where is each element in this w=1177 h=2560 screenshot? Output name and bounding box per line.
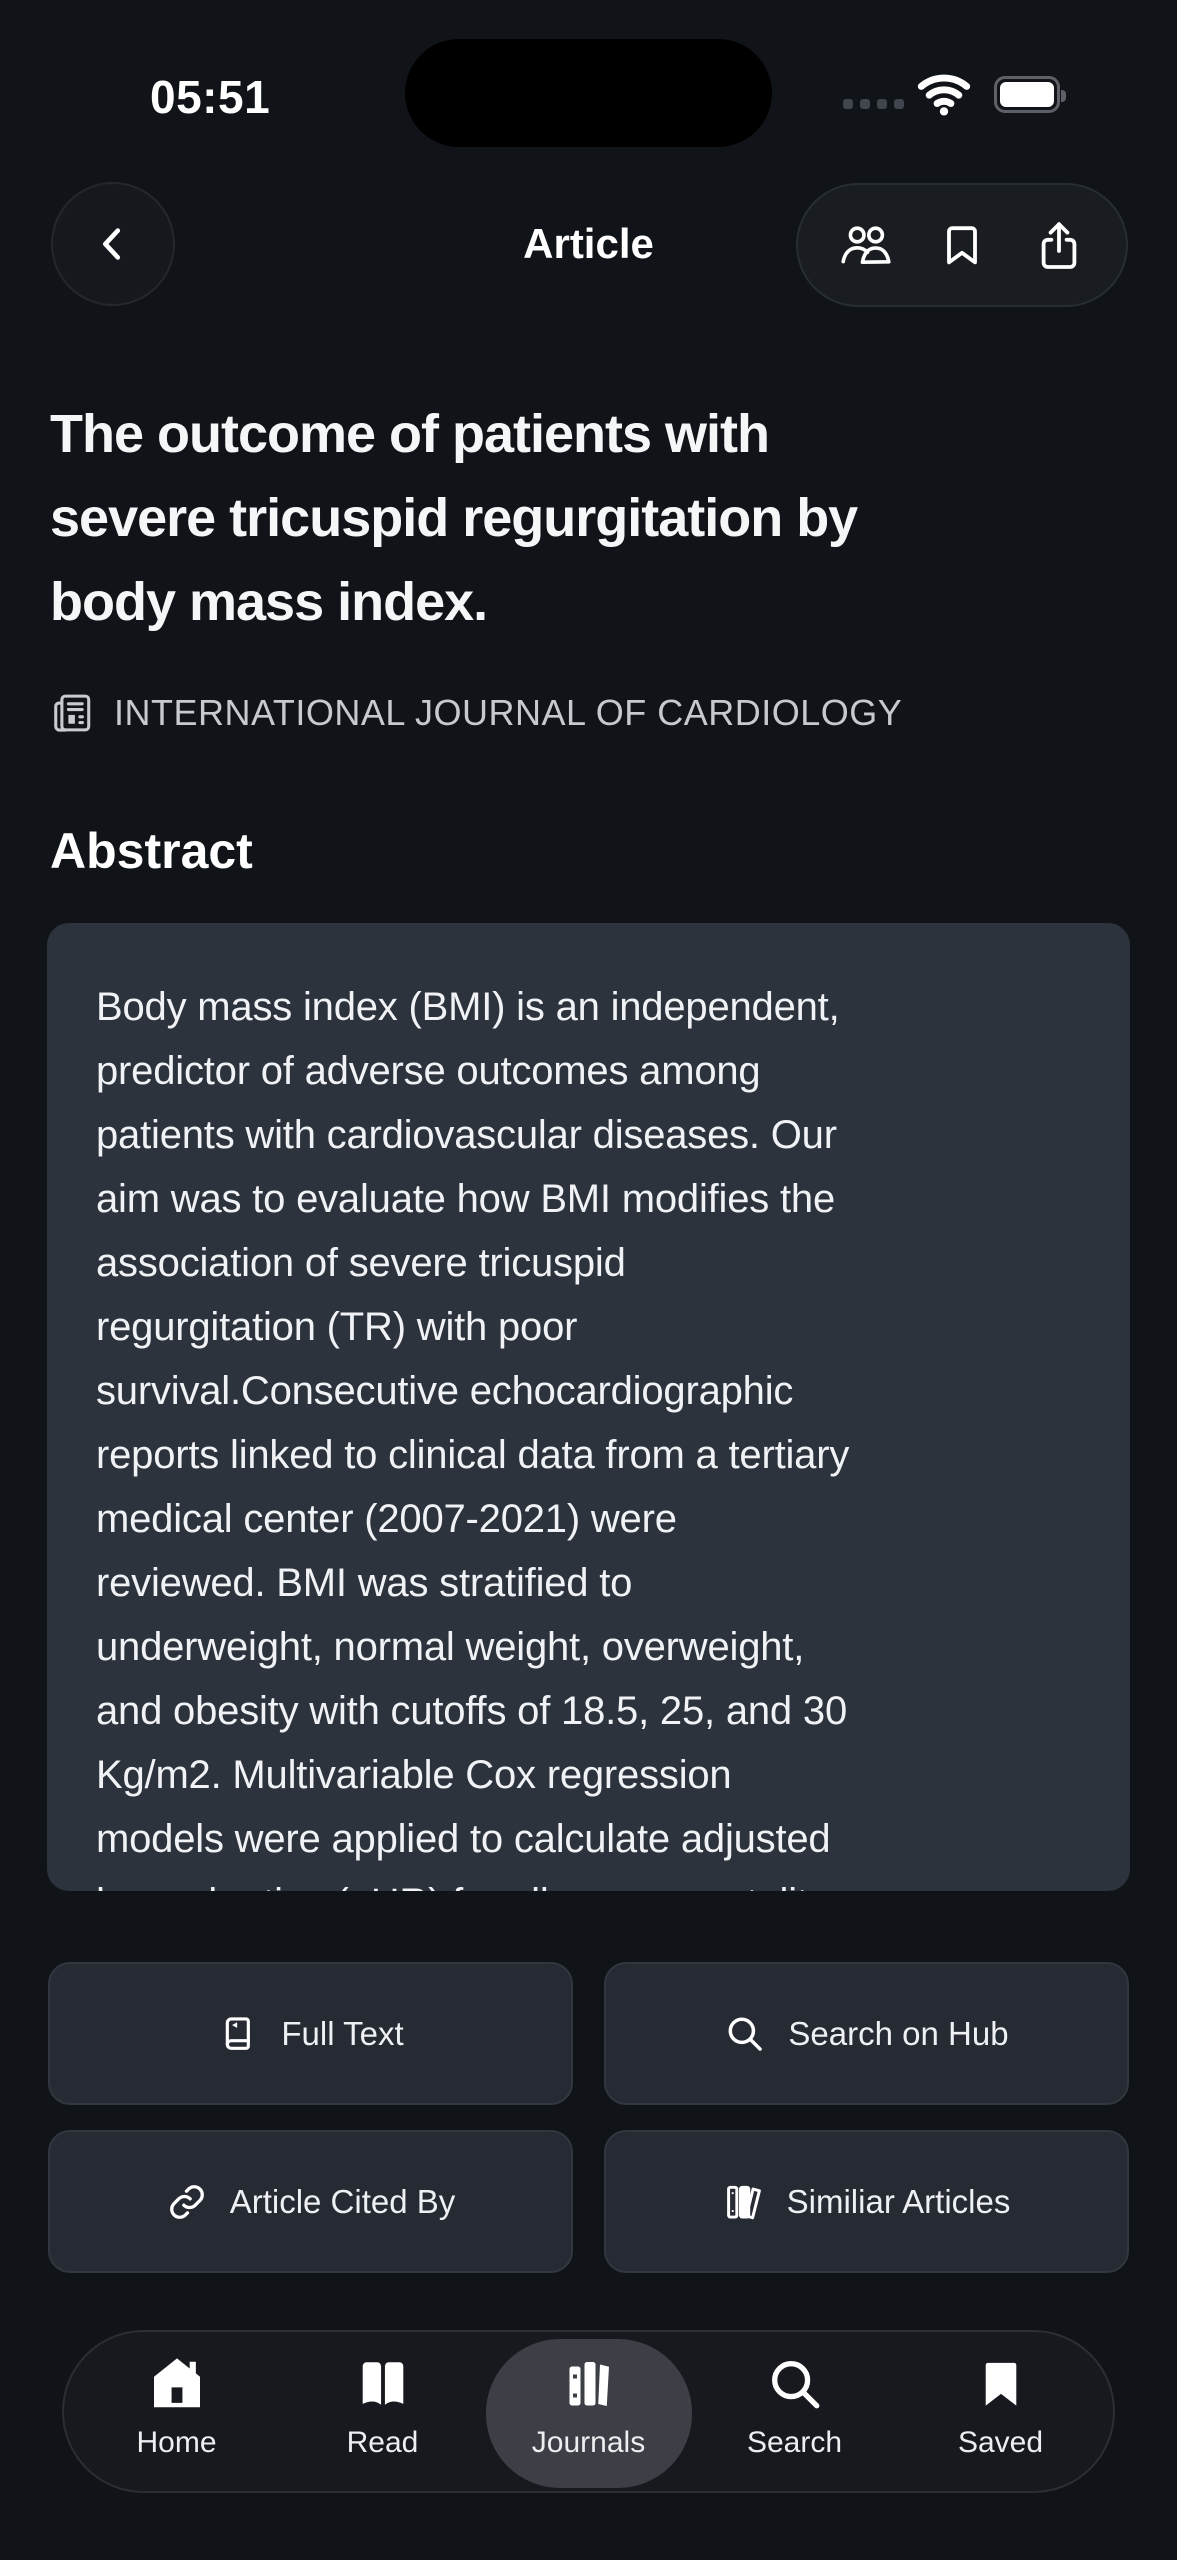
chevron-left-icon xyxy=(90,221,136,267)
link-icon xyxy=(166,2181,208,2223)
tab-read[interactable]: Read xyxy=(280,2339,486,2488)
tab-home[interactable]: Home xyxy=(74,2339,280,2488)
share-icon xyxy=(1035,219,1083,271)
tab-journals-label: Journals xyxy=(531,2426,646,2459)
newspaper-icon xyxy=(50,690,96,736)
people-icon xyxy=(838,221,894,269)
tab-saved-label: Saved xyxy=(957,2426,1044,2459)
share-button[interactable] xyxy=(1030,216,1088,274)
book-icon xyxy=(217,2013,259,2055)
nav-bar: Article xyxy=(0,182,1177,307)
tab-journals[interactable]: Journals xyxy=(485,2339,692,2488)
full-text-button[interactable]: Full Text xyxy=(48,1962,573,2105)
article-cited-by-button[interactable]: Article Cited By xyxy=(48,2130,573,2273)
cellular-dots-icon xyxy=(843,99,904,109)
clock-time: 05:51 xyxy=(150,71,271,123)
saved-icon xyxy=(974,2348,1028,2420)
tab-bar: Home Read Journals xyxy=(62,2330,1115,2493)
dynamic-island xyxy=(405,39,772,147)
similar-articles-button[interactable]: Similiar Articles xyxy=(604,2130,1129,2273)
article-actions: Full Text Search on Hub Article Cited By xyxy=(48,1962,1129,2273)
abstract-text: Body mass index (BMI) is an independent,… xyxy=(96,985,850,1891)
read-icon xyxy=(354,2348,412,2420)
page-title: Article xyxy=(523,220,654,267)
abstract-card[interactable]: Body mass index (BMI) is an independent,… xyxy=(47,923,1130,1891)
status-bar: 05:51 xyxy=(0,0,1177,160)
authors-button[interactable] xyxy=(837,216,895,274)
battery-icon xyxy=(994,76,1066,113)
journal-row: INTERNATIONAL JOURNAL OF CARDIOLOGY xyxy=(50,690,902,736)
search-icon xyxy=(724,2013,766,2055)
home-icon xyxy=(146,2348,208,2420)
search-on-hub-button[interactable]: Search on Hub xyxy=(604,1962,1129,2105)
tab-search[interactable]: Search xyxy=(692,2339,898,2488)
bookmark-button[interactable] xyxy=(933,216,991,274)
similar-articles-label: Similiar Articles xyxy=(786,2182,1011,2220)
back-button[interactable] xyxy=(51,182,175,306)
bookmark-icon xyxy=(938,221,986,269)
abstract-heading: Abstract xyxy=(50,823,253,879)
tab-read-label: Read xyxy=(346,2426,419,2459)
library-icon xyxy=(723,2181,765,2223)
tab-saved[interactable]: Saved xyxy=(898,2339,1104,2488)
journals-icon xyxy=(559,2348,619,2420)
wifi-icon xyxy=(916,72,972,116)
article-title: The outcome of patients with severe tric… xyxy=(50,404,858,632)
search-icon xyxy=(766,2348,824,2420)
article-cited-by-label: Article Cited By xyxy=(229,2182,456,2220)
tab-home-label: Home xyxy=(136,2426,217,2459)
journal-name: INTERNATIONAL JOURNAL OF CARDIOLOGY xyxy=(114,692,903,733)
nav-actions-pill xyxy=(796,183,1128,307)
tab-search-label: Search xyxy=(746,2426,843,2459)
search-on-hub-label: Search on Hub xyxy=(788,2014,1009,2052)
full-text-label: Full Text xyxy=(281,2014,404,2052)
